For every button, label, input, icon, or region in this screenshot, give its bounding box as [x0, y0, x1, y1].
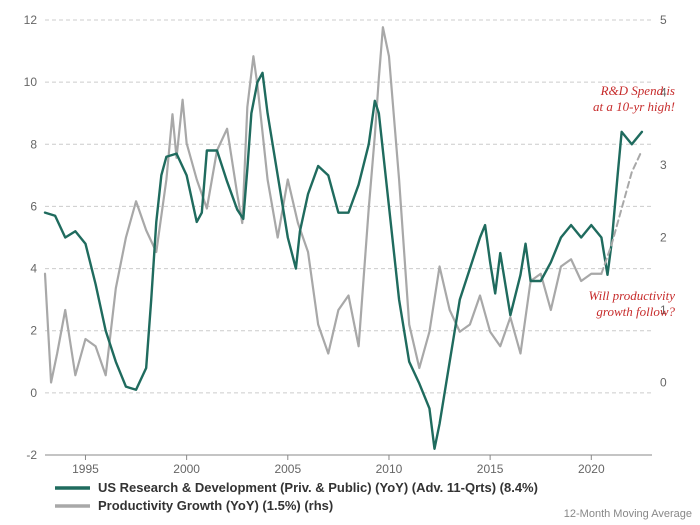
y-left-tick-label: 4 [30, 262, 37, 276]
chart-container: -202468101201234519952000200520102015202… [0, 0, 700, 525]
annotation-1: growth follow? [596, 304, 675, 319]
footer-text: 12-Month Moving Average [564, 508, 692, 520]
line-chart: -202468101201234519952000200520102015202… [0, 0, 700, 525]
legend-label: US Research & Development (Priv. & Publi… [98, 480, 538, 495]
y-left-tick-label: 6 [30, 199, 37, 213]
y-left-tick-label: -2 [26, 448, 37, 462]
x-tick-label: 1995 [72, 462, 99, 476]
annotation-1: Will productivity [588, 288, 675, 303]
y-left-tick-label: 2 [30, 324, 37, 338]
legend-label: Productivity Growth (YoY) (1.5%) (rhs) [98, 498, 333, 513]
y-left-tick-label: 10 [24, 75, 38, 89]
y-right-tick-label: 3 [660, 158, 667, 172]
series-prod [45, 27, 601, 382]
x-tick-label: 2005 [274, 462, 301, 476]
series-forecast [601, 151, 641, 274]
y-left-tick-label: 0 [30, 386, 37, 400]
y-right-tick-label: 0 [660, 376, 667, 390]
annotation-0: at a 10-yr high! [593, 99, 675, 114]
x-tick-label: 2010 [376, 462, 403, 476]
y-left-tick-label: 8 [30, 137, 37, 151]
annotation-0: R&D Spend is [600, 83, 675, 98]
y-right-tick-label: 5 [660, 13, 667, 27]
x-tick-label: 2015 [477, 462, 504, 476]
x-tick-label: 2020 [578, 462, 605, 476]
y-left-tick-label: 12 [24, 13, 38, 27]
x-tick-label: 2000 [173, 462, 200, 476]
y-right-tick-label: 2 [660, 231, 667, 245]
